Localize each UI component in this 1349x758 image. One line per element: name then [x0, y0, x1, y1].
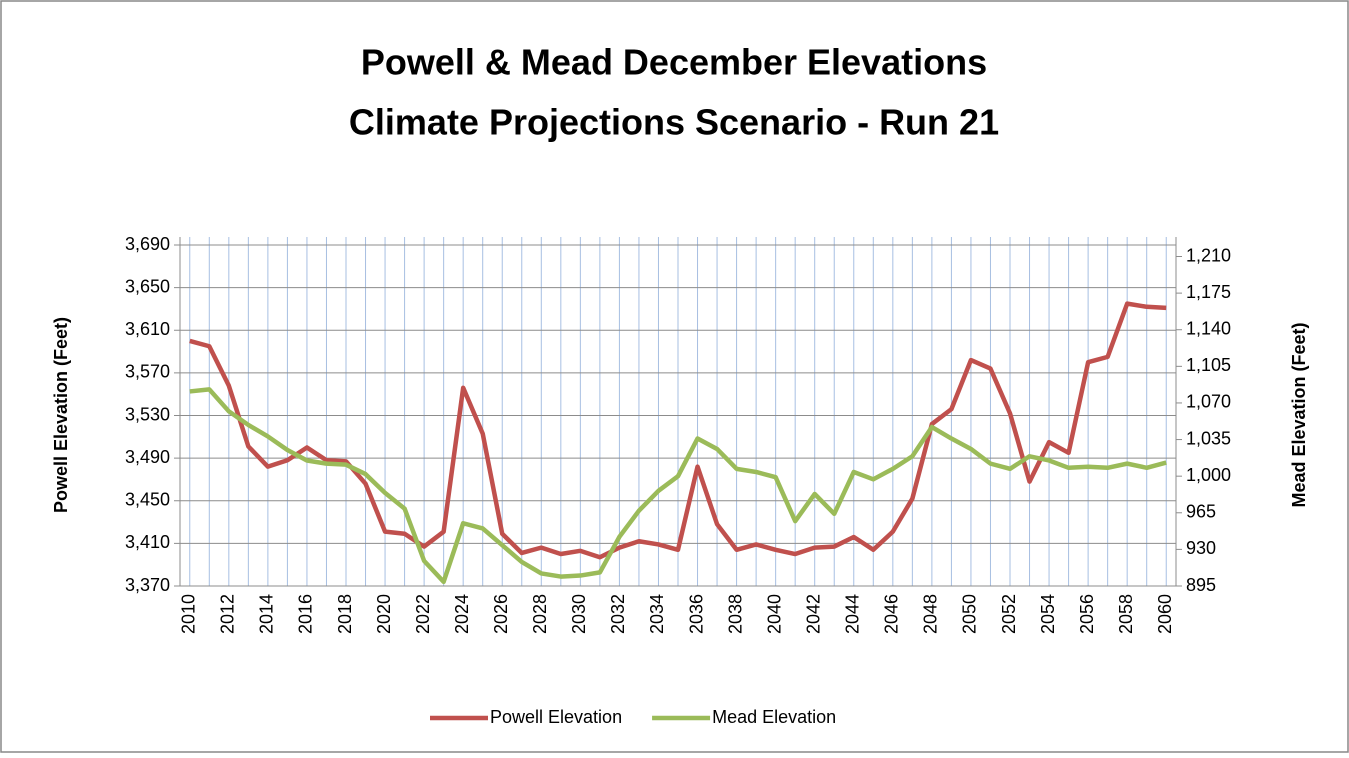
- x-tick-label: 2056: [1077, 594, 1097, 634]
- legend-label: Powell Elevation: [490, 707, 622, 727]
- y2-tick-label: 1,035: [1186, 428, 1231, 448]
- y2-axis-label: Mead Elevation (Feet): [1289, 322, 1309, 507]
- x-tick-label: 2022: [413, 594, 433, 634]
- y-tick-label: 3,570: [125, 362, 170, 382]
- x-tick-label: 2020: [374, 594, 394, 634]
- x-tick-label: 2010: [179, 594, 199, 634]
- y-tick-label: 3,530: [125, 404, 170, 424]
- x-tick-label: 2052: [999, 594, 1019, 634]
- x-tick-label: 2060: [1155, 594, 1175, 634]
- x-tick-label: 2034: [647, 594, 667, 634]
- y-axis-label: Powell Elevation (Feet): [51, 317, 71, 513]
- x-tick-label: 2024: [452, 594, 472, 634]
- x-tick-label: 2032: [608, 594, 628, 634]
- series-line: [189, 387, 1167, 585]
- x-tick-label: 2026: [491, 594, 511, 634]
- y2-tick-label: 1,140: [1186, 318, 1231, 338]
- x-tick-label: 2040: [764, 594, 784, 634]
- x-tick-label: 2042: [803, 594, 823, 634]
- x-tick-label: 2014: [257, 594, 277, 634]
- x-tick-label: 2046: [882, 594, 902, 634]
- y2-tick-label: 1,105: [1186, 355, 1231, 375]
- chart-title: Powell & Mead December Elevations: [361, 42, 987, 83]
- legend-label: Mead Elevation: [712, 707, 836, 727]
- x-tick-label: 2030: [569, 594, 589, 634]
- x-tick-label: 2028: [530, 594, 550, 634]
- x-tick-label: 2044: [843, 594, 863, 634]
- y-tick-label: 3,690: [125, 234, 170, 254]
- y-tick-label: 3,410: [125, 532, 170, 552]
- x-tick-label: 2048: [921, 594, 941, 634]
- y2-tick-label: 965: [1186, 502, 1216, 522]
- chart-subtitle: Climate Projections Scenario - Run 21: [349, 102, 999, 143]
- y2-tick-label: 930: [1186, 538, 1216, 558]
- y2-tick-label: 1,070: [1186, 392, 1231, 412]
- x-tick-label: 2016: [296, 594, 316, 634]
- y2-tick-label: 1,210: [1186, 245, 1231, 265]
- y-tick-label: 3,450: [125, 490, 170, 510]
- x-tick-label: 2058: [1116, 594, 1136, 634]
- y-tick-label: 3,370: [125, 575, 170, 595]
- x-tick-label: 2038: [725, 594, 745, 634]
- y-tick-label: 3,490: [125, 447, 170, 467]
- y2-tick-label: 1,000: [1186, 465, 1231, 485]
- x-tick-label: 2036: [686, 594, 706, 634]
- y2-tick-label: 1,175: [1186, 282, 1231, 302]
- x-tick-label: 2054: [1038, 594, 1058, 634]
- x-tick-label: 2050: [960, 594, 980, 634]
- x-tick-label: 2018: [335, 594, 355, 634]
- x-tick-label: 2012: [218, 594, 238, 634]
- y2-tick-label: 895: [1186, 575, 1216, 595]
- y-tick-label: 3,650: [125, 276, 170, 296]
- y-tick-label: 3,610: [125, 319, 170, 339]
